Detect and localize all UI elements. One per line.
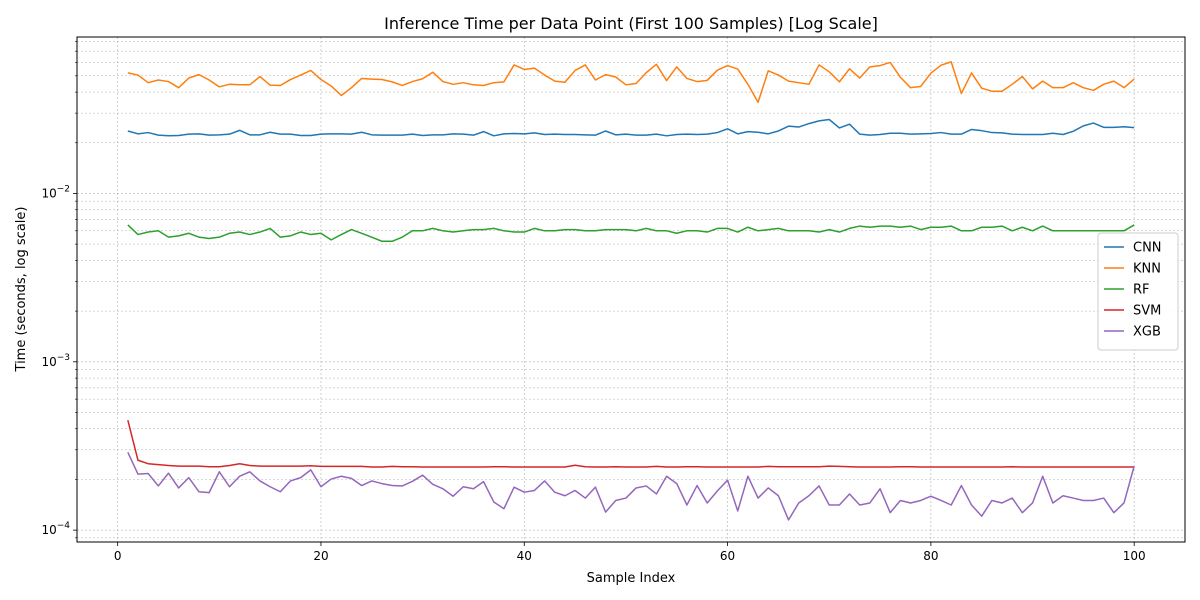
- series-line-rf: [127, 224, 1135, 243]
- series-layer: [127, 61, 1135, 521]
- x-axis-label: Sample Index: [587, 571, 676, 586]
- plot-frame: [76, 36, 1186, 543]
- series-line-xgb: [127, 451, 1135, 521]
- legend-label-svm: SVM: [1133, 304, 1161, 319]
- y-axis: 10−4 10−3 10−2: [41, 41, 77, 539]
- legend-label-knn: KNN: [1133, 262, 1161, 277]
- x-tick-label: 60: [720, 549, 735, 563]
- grid-major: [77, 37, 1185, 542]
- series-line-svm: [127, 419, 1135, 468]
- x-tick-label: 40: [517, 549, 532, 563]
- y-tick-label: 10−3: [41, 353, 70, 369]
- grid-minor: [77, 41, 1185, 539]
- legend: CNN KNN RF SVM XGB: [1097, 232, 1179, 351]
- legend-label-rf: RF: [1133, 283, 1150, 298]
- legend-label-xgb: XGB: [1133, 325, 1161, 340]
- legend-label-cnn: CNN: [1133, 241, 1162, 256]
- x-axis: 0 20 40 60 80 100: [114, 542, 1146, 563]
- legend-box: [1097, 232, 1179, 351]
- y-axis-label: Time (seconds, log scale): [14, 207, 29, 373]
- x-tick-label: 0: [114, 549, 122, 563]
- series-line-knn: [127, 61, 1135, 104]
- x-tick-label: 80: [923, 549, 938, 563]
- y-tick-label: 10−2: [41, 184, 70, 200]
- chart-title: Inference Time per Data Point (First 100…: [384, 14, 878, 33]
- series-line-cnn: [127, 118, 1135, 137]
- y-tick-label: 10−4: [41, 521, 70, 537]
- x-tick-label: 100: [1123, 549, 1146, 563]
- x-tick-label: 20: [313, 549, 328, 563]
